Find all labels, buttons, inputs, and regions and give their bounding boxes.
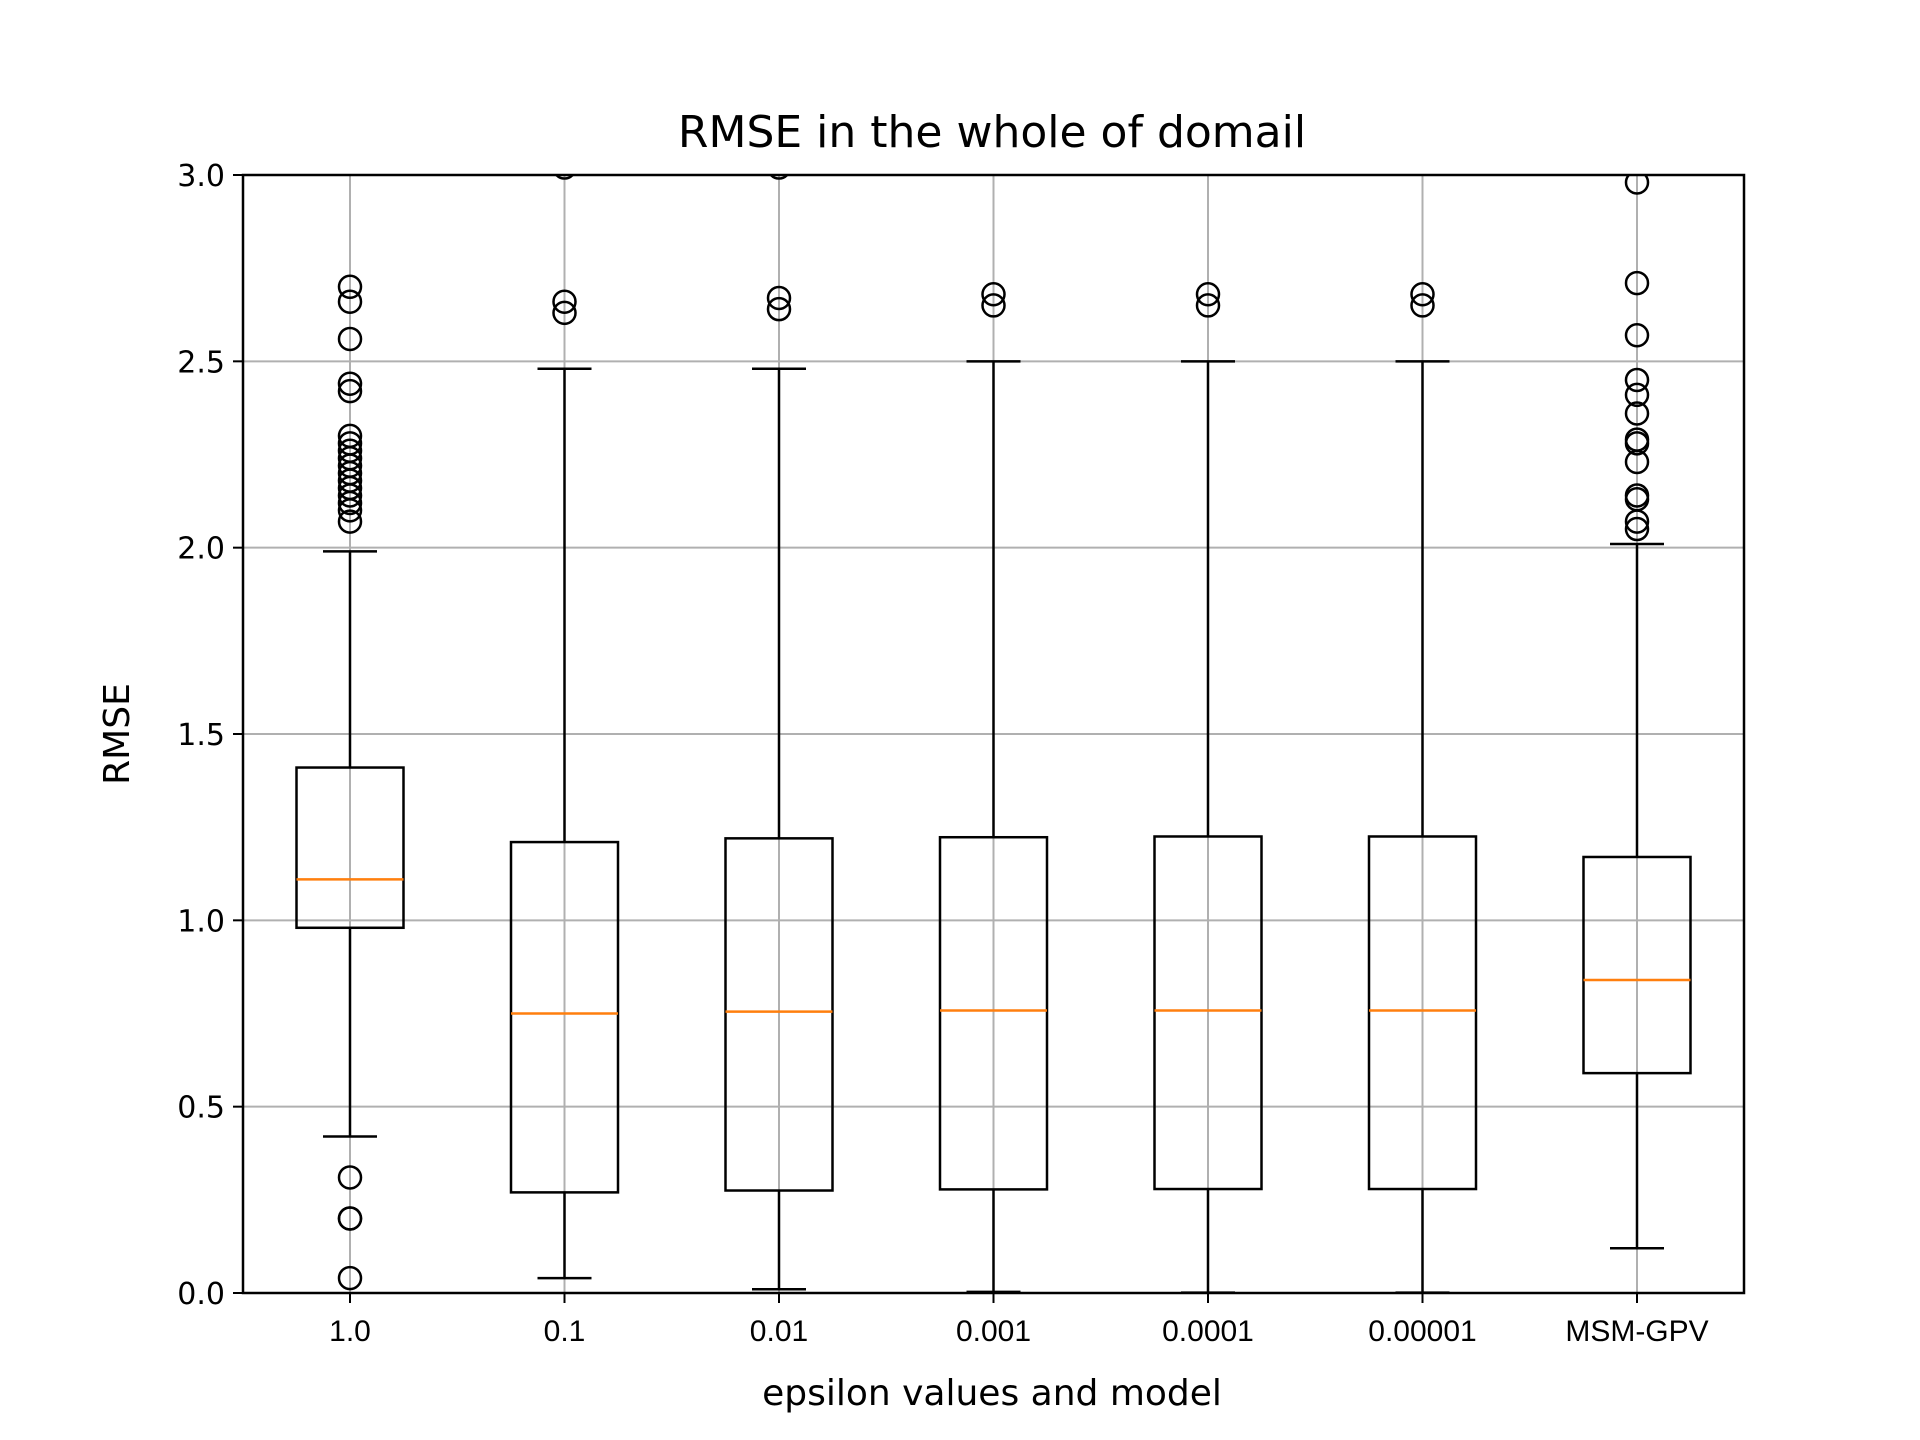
outlier-point [552,289,577,314]
outlier-point [337,289,363,314]
x-axis-label: epsilon values and model [762,1373,1222,1414]
x-tick-label: 1.0 [329,1315,371,1348]
y-axis: 0.0 0.5 1.0 1.5 2.0 2.5 3.0 [177,159,243,1312]
outlier-point [981,282,1006,307]
box-0.01 [724,175,834,1291]
outlier-point [337,326,363,352]
y-axis-label: RMSE [97,683,138,785]
outlier-point [766,296,792,322]
x-axis: 1.0 0.1 0.01 0.001 0.0001 0.00001 MSM-GPV [329,1293,1709,1348]
iqr-box [724,837,834,1192]
y-tick-label: 0.0 [177,1277,225,1312]
outlier-point [1195,282,1221,307]
x-tick-label: 0.0001 [1162,1315,1254,1348]
box-MSM-GPV [1582,175,1692,1250]
y-tick-label: 1.5 [177,718,225,753]
outlier-point [1624,367,1650,393]
outlier-point [552,300,577,326]
outlier-point [337,509,363,534]
outlier-point [337,1206,363,1231]
outlier-point [337,274,363,300]
y-tick-label: 2.5 [177,345,225,380]
y-tick-label: 1.0 [177,904,225,939]
x-tick-label: 0.00001 [1368,1315,1476,1348]
outlier-point [554,175,575,180]
iqr-box [1582,855,1692,1075]
outlier-point [1624,270,1650,296]
outlier-point [337,1265,363,1291]
y-tick-label: 3.0 [177,159,225,194]
outlier-point [1410,293,1435,318]
outlier-point [337,431,363,456]
outlier-point [337,438,363,464]
iqr-box [1153,835,1263,1191]
x-tick-label: 0.001 [956,1315,1031,1348]
iqr-box [1367,835,1478,1191]
iqr-box [295,766,405,930]
outlier-point [766,285,792,311]
box-series [295,175,1692,1293]
y-tick-label: 0.5 [177,1091,225,1126]
chart-title: RMSE in the whole of domail [678,107,1306,158]
outlier-point [1624,401,1650,426]
outlier-point [1624,322,1650,348]
outlier-point [981,293,1006,318]
outlier-point [1624,175,1650,195]
box-1.0 [295,274,405,1291]
box-0.1 [509,175,620,1280]
iqr-box [938,835,1049,1191]
iqr-box [509,840,620,1194]
outlier-point [1624,483,1650,508]
x-tick-label: 0.01 [750,1315,808,1348]
outlier-point [337,378,363,404]
outlier-point [769,175,789,180]
box-0.0001 [1153,282,1263,1293]
outlier-point [1624,516,1650,542]
outlier-point [1410,282,1435,307]
outlier-point [1624,382,1650,408]
y-tick-label: 2.0 [177,532,225,567]
outlier-point [337,371,363,396]
x-tick-label: MSM-GPV [1565,1315,1708,1348]
outlier-point [337,423,363,449]
outlier-point [1624,427,1650,452]
outlier-point [337,1165,363,1190]
x-tick-label: 0.1 [544,1315,586,1348]
outlier-point [1195,293,1221,318]
